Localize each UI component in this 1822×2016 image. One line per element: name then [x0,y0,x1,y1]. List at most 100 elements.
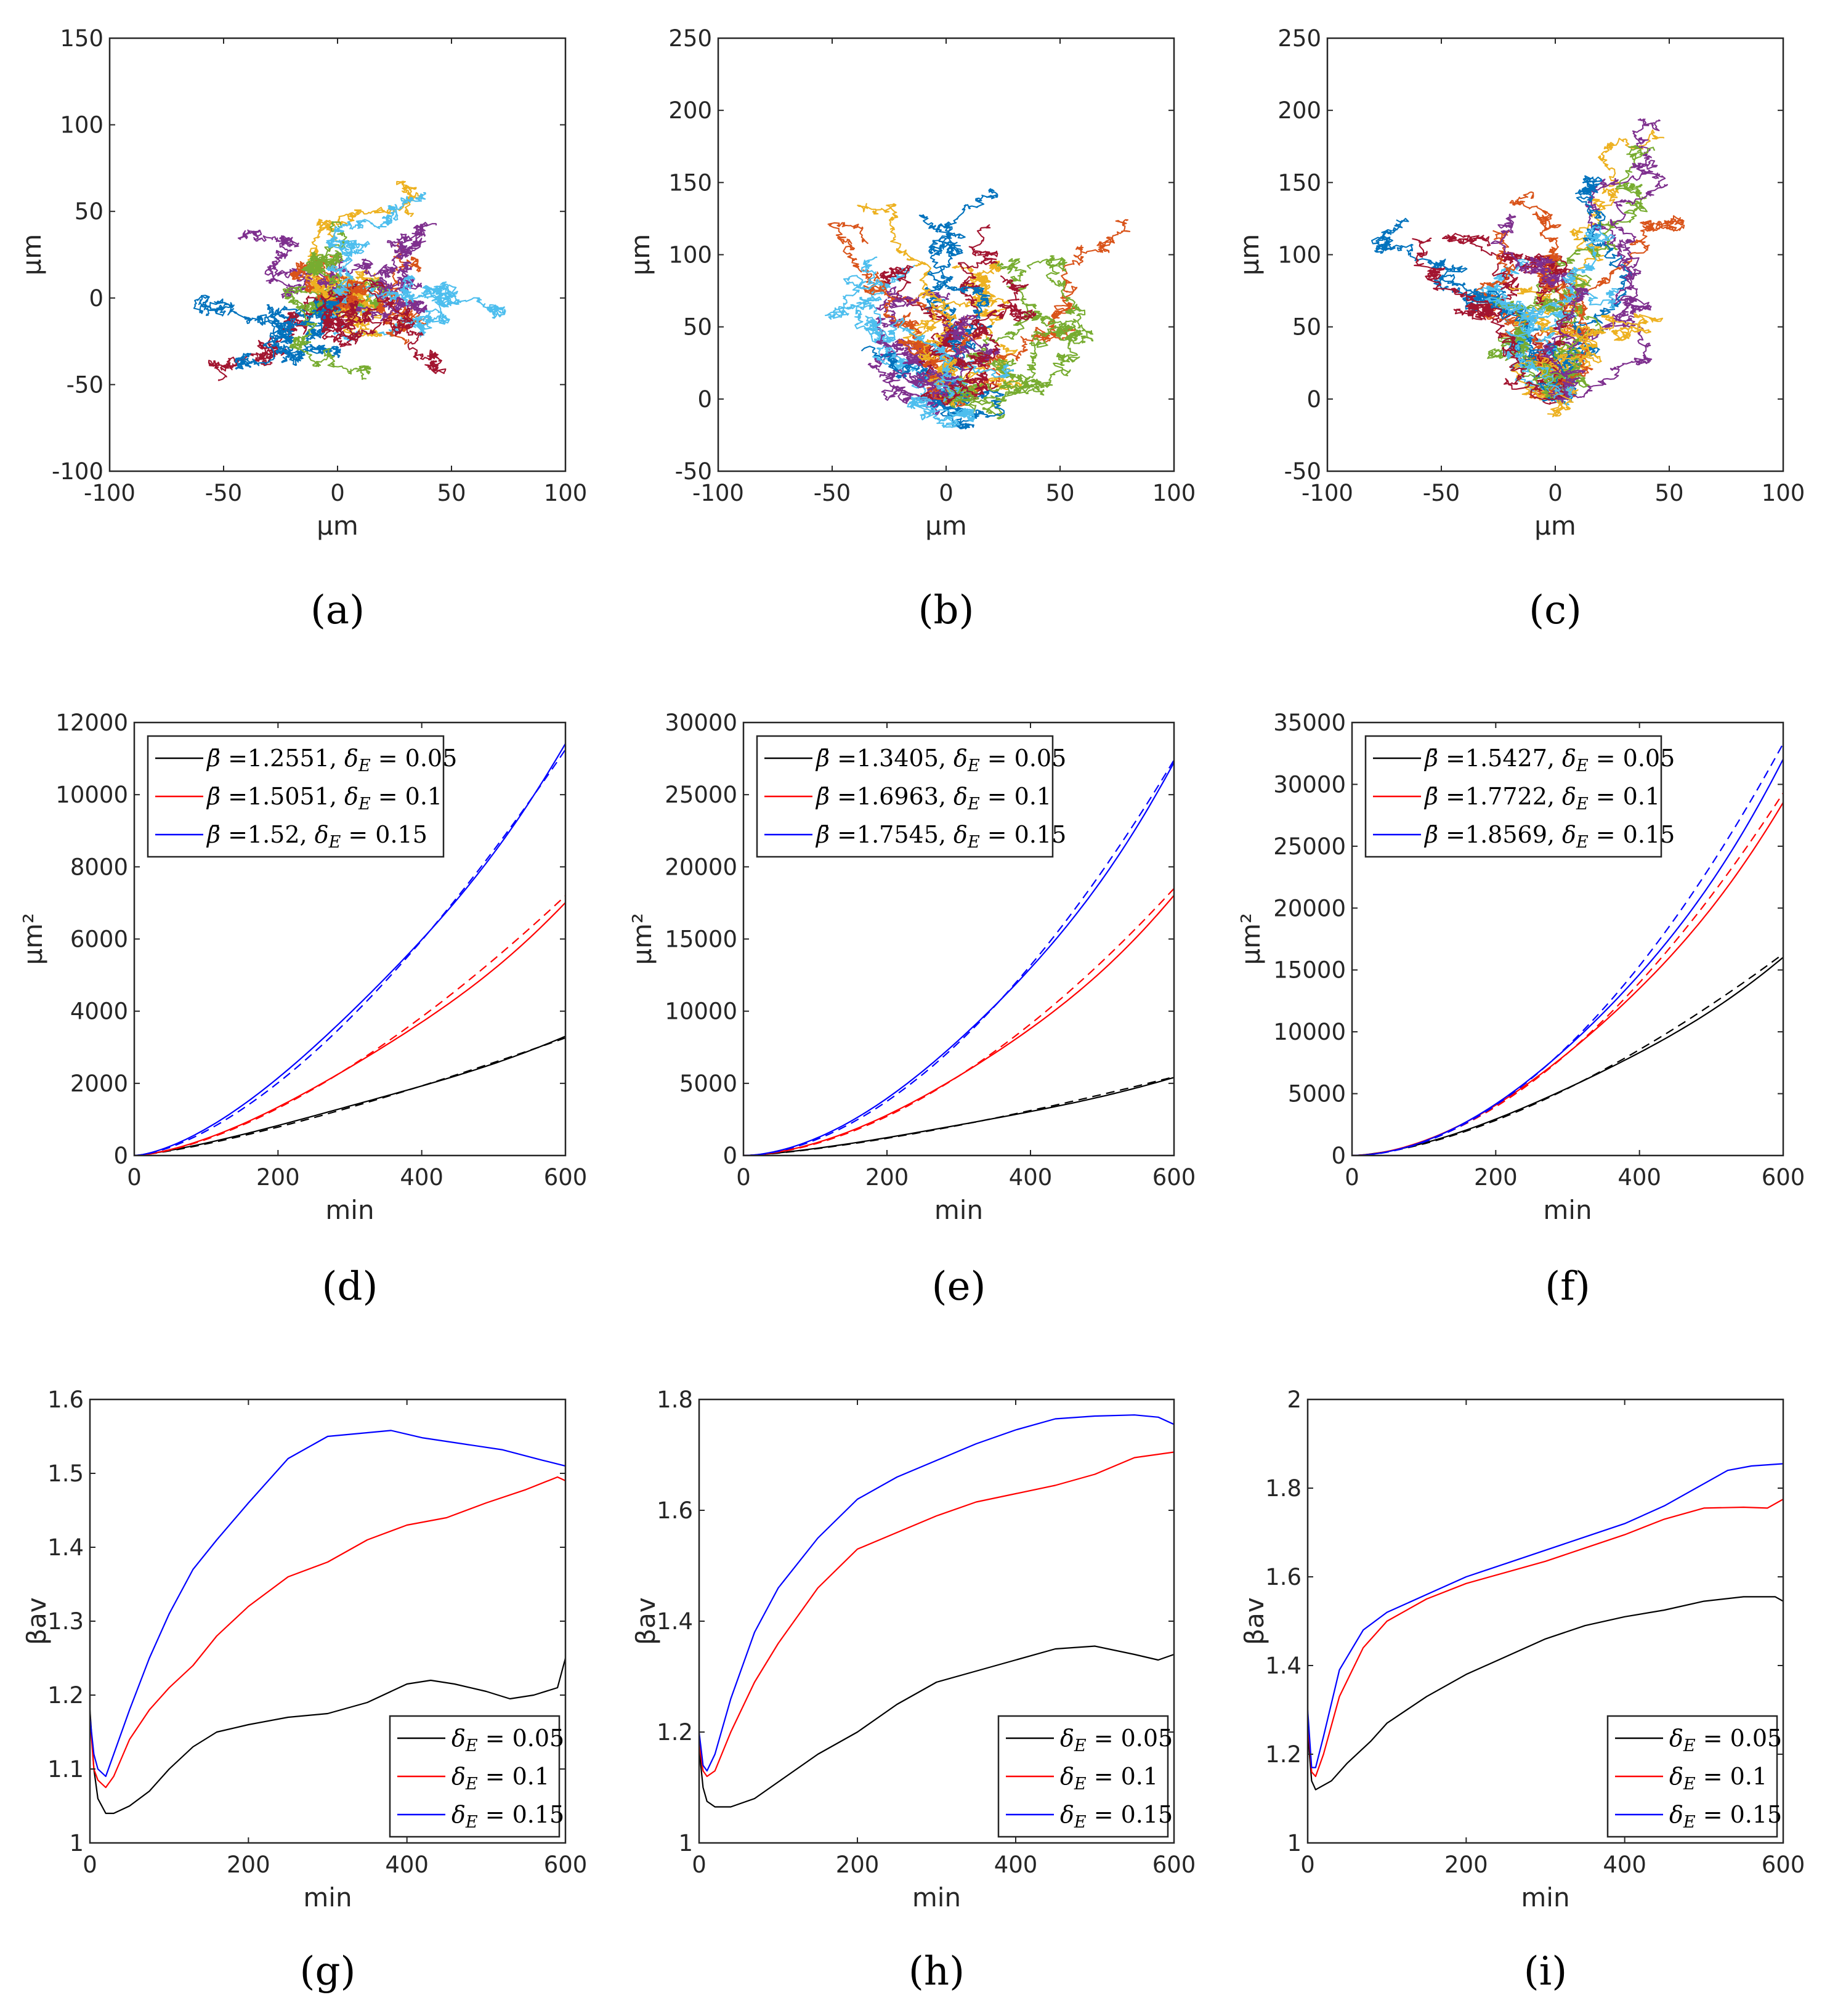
y-axis-label: βav [631,1597,661,1645]
x-tick-label: 200 [836,1852,880,1878]
y-tick-label: 1.6 [1265,1564,1302,1590]
y-tick-label: 6000 [70,926,128,953]
x-tick-label: 400 [400,1164,443,1191]
plot-area [824,188,1131,430]
series-fit-line-2 [134,895,565,1156]
x-tick-label: 0 [1548,480,1563,506]
x-axis-label: min [912,1882,961,1913]
x-tick-label: 100 [1762,480,1805,506]
panel-label: (g) [300,1949,356,1994]
legend-label: β̄ =1.5051, δE = 0.1 [206,783,442,814]
series-line-2 [90,1476,565,1789]
legend-label: δE = 0.1 [1669,1763,1767,1794]
trajectory-18 [901,314,1001,400]
y-tick-label: -100 [52,458,103,485]
x-tick-label: 600 [544,1852,588,1878]
x-tick-label: 0 [939,480,954,506]
chart-panel-g: 0 200 400 600 1 1.1 1.2 1.3 1.4 1.5 1.6 min βav δE = … [22,1387,587,1994]
y-axis-label: μm [1234,234,1265,276]
y-axis-label: μm² [1236,913,1266,965]
y-tick-label: 1 [678,1830,693,1856]
y-tick-label: 100 [668,242,712,269]
series-line-1 [743,1077,1174,1156]
legend-label: δE = 0.05 [1669,1725,1782,1755]
y-tick-label: 0 [1306,386,1321,413]
y-tick-label: 2000 [70,1071,128,1097]
plot-area [1352,743,1783,1156]
y-tick-label: 20000 [1273,895,1346,921]
chart-panel-a: -100 -50 0 50 100 -100 -50 0 50 100 150 μm μm (a) [17,25,587,633]
x-tick-label: 600 [544,1164,588,1191]
y-axis-label: βav [1239,1597,1269,1645]
legend-label: β̄ =1.3405, δE = 0.05 [815,745,1066,775]
trajectory-12 [945,255,1094,408]
trajectory-15 [234,298,342,370]
series-fit-line-3 [743,759,1174,1156]
y-tick-label: 100 [1277,242,1321,269]
x-tick-label: 50 [437,480,466,506]
chart-panel-e: 0 200 400 600 0 5000 10000 15000 20000 25000 30000… [627,710,1196,1310]
y-tick-label: 25000 [665,782,737,808]
legend-label: δE = 0.15 [451,1801,564,1832]
y-axis-label: μm² [627,913,657,965]
x-tick-label: 600 [1152,1164,1196,1191]
y-tick-label: 10000 [55,782,128,808]
plot-area [699,1414,1174,1808]
trajectory-18 [1490,213,1589,403]
trajectory-20 [824,256,968,402]
x-axis-label: min [934,1195,983,1225]
legend-label: β̄ =1.8569, δE = 0.15 [1423,821,1675,852]
x-tick-label: 600 [1152,1852,1196,1878]
panel-label: (d) [322,1264,378,1310]
y-tick-label: 1 [69,1830,84,1856]
y-tick-label: 1.2 [47,1682,84,1709]
plot-area [90,1430,565,1815]
y-tick-label: 150 [668,169,712,196]
series-line-3 [699,1414,1174,1772]
series-line-1 [134,1035,565,1156]
y-tick-label: 50 [1292,314,1321,341]
x-tick-label: 100 [1152,480,1196,506]
y-tick-label: 35000 [1273,710,1346,736]
x-tick-label: 100 [544,480,588,506]
x-tick-label: 400 [1618,1164,1661,1191]
x-tick-label: 400 [1009,1164,1053,1191]
series-line-2 [699,1451,1174,1778]
x-axis-label: min [1521,1882,1569,1913]
trajectory-19 [944,310,1077,405]
series-line-1 [1352,957,1783,1156]
y-tick-label: 15000 [1273,957,1346,984]
y-tick-label: 250 [668,25,712,52]
chart-panel-f: 0 200 400 600 0 5000 10000 15000 20000 25000 30000… [1236,710,1805,1310]
y-tick-label: 0 [697,386,712,413]
legend-label: β̄ =1.5427, δE = 0.05 [1423,745,1675,775]
y-tick-label: 0 [113,1143,128,1169]
legend-label: δE = 0.15 [1669,1801,1782,1832]
plot-area [134,743,565,1156]
y-tick-label: 50 [683,314,712,341]
trajectory-6 [854,264,965,405]
trajectory-17 [1511,313,1664,418]
legend-label: δE = 0.05 [451,1725,564,1755]
y-tick-label: 1.6 [657,1497,693,1524]
trajectory-21 [316,289,383,347]
y-tick-label: 1.4 [47,1534,84,1561]
y-tick-label: 250 [1277,25,1321,52]
x-tick-label: 0 [1345,1164,1359,1191]
panel-label: (f) [1545,1264,1590,1310]
x-tick-label: 50 [1654,480,1683,506]
chart-panel-d: 0 200 400 600020004000600080001000012000min… [18,710,587,1310]
x-tick-label: -100 [1302,480,1353,506]
y-tick-label: -50 [1284,458,1321,485]
plot-area [1371,118,1685,418]
legend-label: β̄ =1.7545, δE = 0.15 [815,821,1066,852]
x-tick-label: 200 [227,1852,270,1878]
panel-label: (i) [1524,1949,1567,1994]
series-fit-line-3 [134,749,565,1156]
y-tick-label: 1.6 [47,1387,84,1413]
y-tick-label: 30000 [1273,771,1346,798]
series-line-3 [90,1430,565,1778]
trajectory-19 [301,221,350,299]
series-line-3 [1308,1463,1783,1768]
